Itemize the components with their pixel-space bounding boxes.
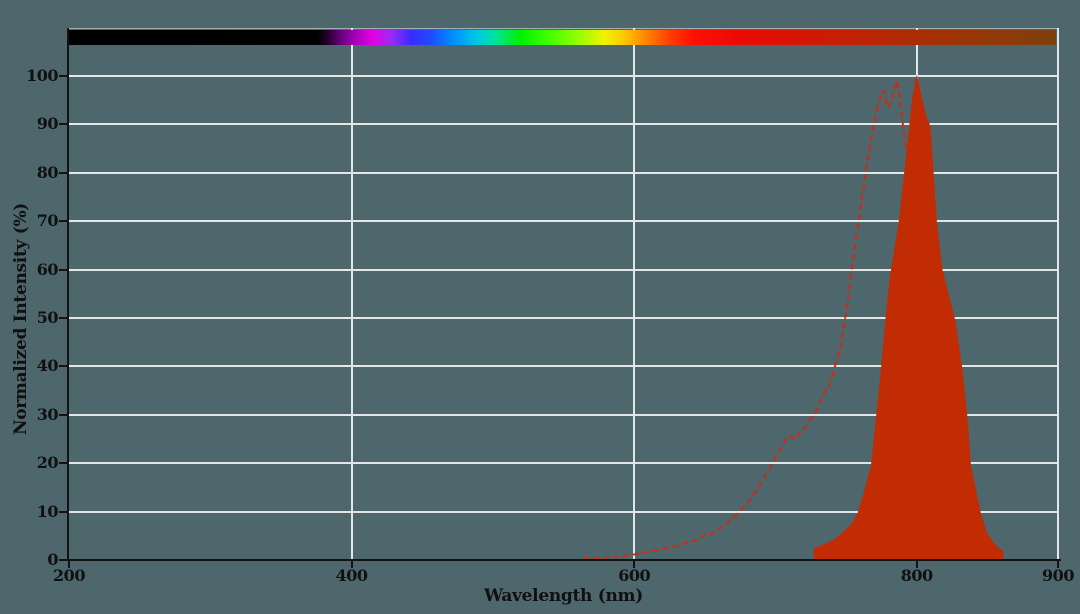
y-tick-label: 20 (36, 453, 59, 473)
x-axis-tick (350, 561, 353, 568)
y-tick-label: 100 (26, 66, 58, 85)
gridline-horizontal (69, 365, 1058, 368)
gridline-horizontal (69, 510, 1058, 513)
gridline-horizontal (69, 317, 1058, 319)
y-axis-tick (59, 510, 67, 513)
gridline-horizontal (69, 171, 1058, 174)
y-axis-tick (59, 220, 67, 223)
y-axis-tick (59, 462, 67, 465)
x-tick-label: 800 (900, 566, 933, 585)
y-axis-tick (59, 559, 67, 561)
spectra-plot-canvas (583, 75, 1004, 561)
wavelength-spectrum-bar (69, 30, 1056, 45)
x-tick-label: 400 (335, 566, 368, 585)
gridline-horizontal (69, 75, 1058, 77)
x-axis-title: Wavelength (nm) (484, 586, 643, 606)
x-tick-label: 600 (618, 566, 651, 585)
y-tick-label: 0 (47, 550, 58, 569)
y-axis-tick (59, 123, 67, 126)
y-axis-tick (59, 413, 67, 416)
y-axis-tick (59, 365, 67, 368)
y-axis-tick (59, 268, 67, 271)
y-axis-tick (59, 171, 67, 174)
y-tick-label: 60 (36, 259, 59, 279)
gridline-horizontal (69, 220, 1058, 223)
y-tick-label: 30 (36, 404, 59, 424)
emission-spectrum-path (813, 75, 1004, 561)
x-axis-tick (68, 561, 70, 568)
gridline-vertical (1057, 28, 1059, 559)
y-axis-tick (59, 75, 67, 77)
x-axis-tick (633, 561, 636, 568)
plot-top-border (69, 28, 1058, 29)
x-axis-tick (1057, 561, 1059, 568)
gridline-vertical (633, 28, 636, 559)
x-tick-label: 200 (53, 566, 85, 585)
gridline-horizontal (69, 462, 1058, 465)
y-tick-label: 10 (36, 501, 59, 521)
gridline-horizontal (69, 413, 1058, 416)
gridline-horizontal (69, 123, 1058, 126)
excitation-spectrum-path (583, 79, 908, 560)
x-tick-label: 900 (1042, 566, 1074, 585)
y-tick-label: 70 (36, 211, 59, 231)
y-axis-line (67, 28, 69, 561)
x-axis-line (67, 559, 1061, 561)
y-tick-label: 80 (36, 162, 59, 182)
x-axis-tick (915, 561, 918, 568)
y-tick-label: 40 (36, 356, 59, 376)
y-tick-label: 90 (36, 114, 59, 134)
y-axis-tick (59, 317, 67, 319)
y-tick-label: 50 (36, 308, 59, 327)
gridline-horizontal (69, 268, 1058, 271)
gridline-vertical (350, 28, 353, 559)
